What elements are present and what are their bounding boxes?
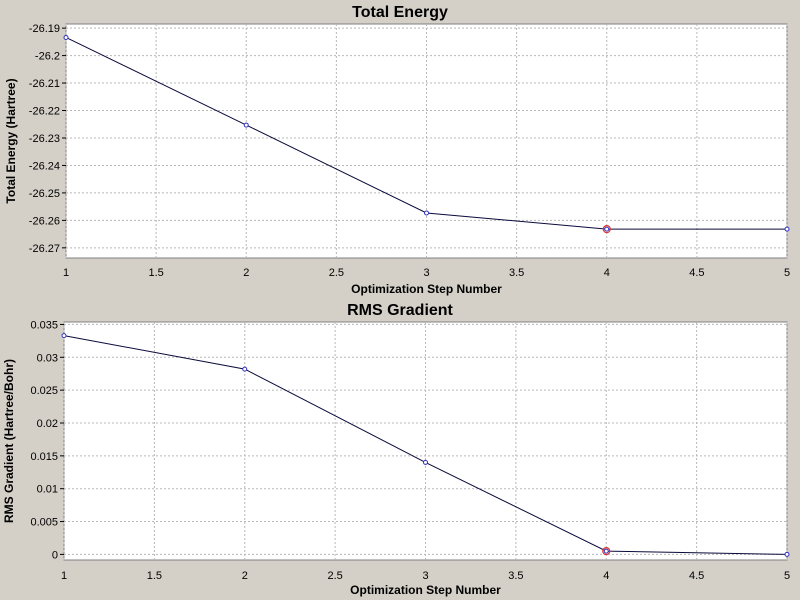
x-tick-label: 1.5 xyxy=(148,267,163,279)
x-tick-label: 3 xyxy=(422,570,428,582)
y-tick-label: 0.015 xyxy=(30,451,58,463)
x-tick-label: 2 xyxy=(243,267,249,279)
data-point xyxy=(63,34,69,40)
chart-title-rms-gradient: RMS Gradient xyxy=(347,302,453,319)
x-tick-label: 3.5 xyxy=(509,267,524,279)
data-point xyxy=(603,548,609,554)
data-point xyxy=(243,122,249,128)
x-axis-label: Optimization Step Number xyxy=(351,282,502,296)
y-tick-label: 0.025 xyxy=(30,385,58,397)
total-energy-chart: 1 1.5 2 2.5 3 3.5 4 4.5 5 -26.19 -26.2 -26.21 -26.22… xyxy=(4,23,790,296)
y-tick-label: -26.26 xyxy=(29,215,60,227)
data-point xyxy=(784,226,790,232)
x-tick-label: 1.5 xyxy=(147,570,162,582)
y-tick-label: -26.24 xyxy=(29,160,60,172)
y-tick-label: -26.23 xyxy=(29,133,60,145)
y-axis-label: Total Energy (Hartree) xyxy=(4,78,18,203)
y-tick-label: 0.02 xyxy=(37,418,58,430)
x-tick-label: 4.5 xyxy=(689,267,704,279)
x-tick-label: 5 xyxy=(784,267,790,279)
data-point xyxy=(424,210,429,216)
y-tick-label: 0.01 xyxy=(37,484,58,496)
x-tick-label: 1 xyxy=(63,267,69,279)
data-point xyxy=(604,226,610,232)
y-tick-label: -26.19 xyxy=(29,23,60,35)
x-tick-label: 4 xyxy=(603,570,609,582)
x-tick-label: 3.5 xyxy=(508,570,523,582)
rms-gradient-chart: 1 1.5 2 2.5 3 3.5 4 4.5 5 0 0.005 0.01 0.015 0.02 0.02… xyxy=(2,319,790,597)
y-tick-label: -26.25 xyxy=(29,188,60,200)
highlight-marker xyxy=(602,547,611,556)
data-point xyxy=(423,459,428,465)
y-tick-label: -26.21 xyxy=(29,78,60,90)
chart-title-total-energy: Total Energy xyxy=(352,4,448,21)
y-tick-label: 0.03 xyxy=(37,352,58,364)
y-tick-label: 0 xyxy=(52,549,58,561)
data-point xyxy=(784,551,790,557)
y-tick-label: -26.22 xyxy=(29,106,60,118)
y-tick-label: -26.27 xyxy=(29,243,60,255)
x-tick-label: 2 xyxy=(242,570,248,582)
plot-area xyxy=(63,321,788,561)
x-tick-label: 4.5 xyxy=(689,570,704,582)
x-axis-label: Optimization Step Number xyxy=(350,583,501,597)
y-tick-label: 0.035 xyxy=(30,319,58,331)
y-axis-label: RMS Gradient (Hartree/Bohr) xyxy=(2,359,16,523)
x-tick-label: 1 xyxy=(61,570,67,582)
highlight-marker xyxy=(602,225,611,234)
x-tick-label: 4 xyxy=(604,267,610,279)
data-point xyxy=(242,366,248,372)
x-tick-label: 5 xyxy=(784,570,790,582)
y-tick-label: -26.2 xyxy=(35,51,60,63)
x-tick-label: 2.5 xyxy=(329,267,344,279)
x-tick-label: 3 xyxy=(423,267,429,279)
data-point xyxy=(61,333,67,339)
y-tick-label: 0.005 xyxy=(30,517,58,529)
x-tick-label: 2.5 xyxy=(327,570,342,582)
